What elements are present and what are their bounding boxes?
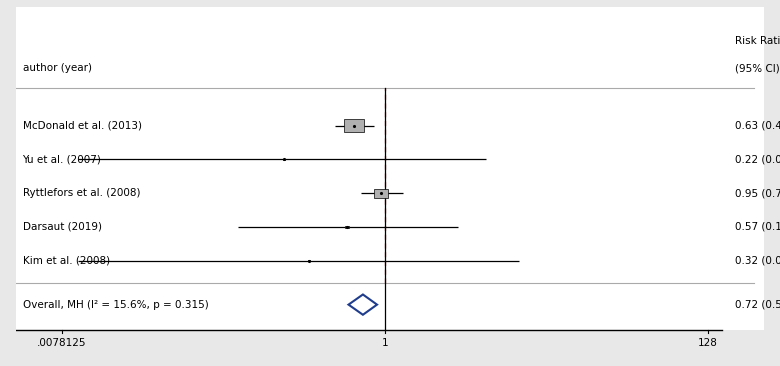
Text: 0.63 (0.47, 0.85): 0.63 (0.47, 0.85) [736, 120, 780, 131]
Text: author (year): author (year) [23, 63, 91, 73]
Text: Darsaut (2019): Darsaut (2019) [23, 222, 101, 232]
Bar [282, 158, 285, 160]
Text: .0078125: .0078125 [37, 339, 87, 348]
Text: Yu et al. (2007): Yu et al. (2007) [23, 154, 101, 164]
Text: 0.72 (0.58, 0.89): 0.72 (0.58, 0.89) [736, 300, 780, 310]
Text: 0.95 (0.70, 1.31): 0.95 (0.70, 1.31) [736, 188, 780, 198]
Text: McDonald et al. (2013): McDonald et al. (2013) [23, 120, 141, 131]
Text: Risk Ratio: Risk Ratio [736, 36, 780, 46]
Text: 128: 128 [698, 339, 718, 348]
Text: 0.57 (0.11, 2.99): 0.57 (0.11, 2.99) [736, 222, 780, 232]
Text: 0.32 (0.01, 7.50): 0.32 (0.01, 7.50) [736, 256, 780, 266]
Bar [374, 189, 388, 198]
Bar [308, 260, 310, 261]
Text: (95% CI): (95% CI) [736, 63, 780, 73]
FancyBboxPatch shape [16, 7, 764, 330]
Text: 1: 1 [381, 339, 388, 348]
Text: 0.22 (0.01, 4.56): 0.22 (0.01, 4.56) [736, 154, 780, 164]
Text: Overall, MH (I² = 15.6%, p = 0.315): Overall, MH (I² = 15.6%, p = 0.315) [23, 300, 208, 310]
Text: Kim et al. (2008): Kim et al. (2008) [23, 256, 110, 266]
Bar [346, 226, 349, 228]
Text: Ryttlefors et al. (2008): Ryttlefors et al. (2008) [23, 188, 140, 198]
Bar [344, 119, 364, 132]
